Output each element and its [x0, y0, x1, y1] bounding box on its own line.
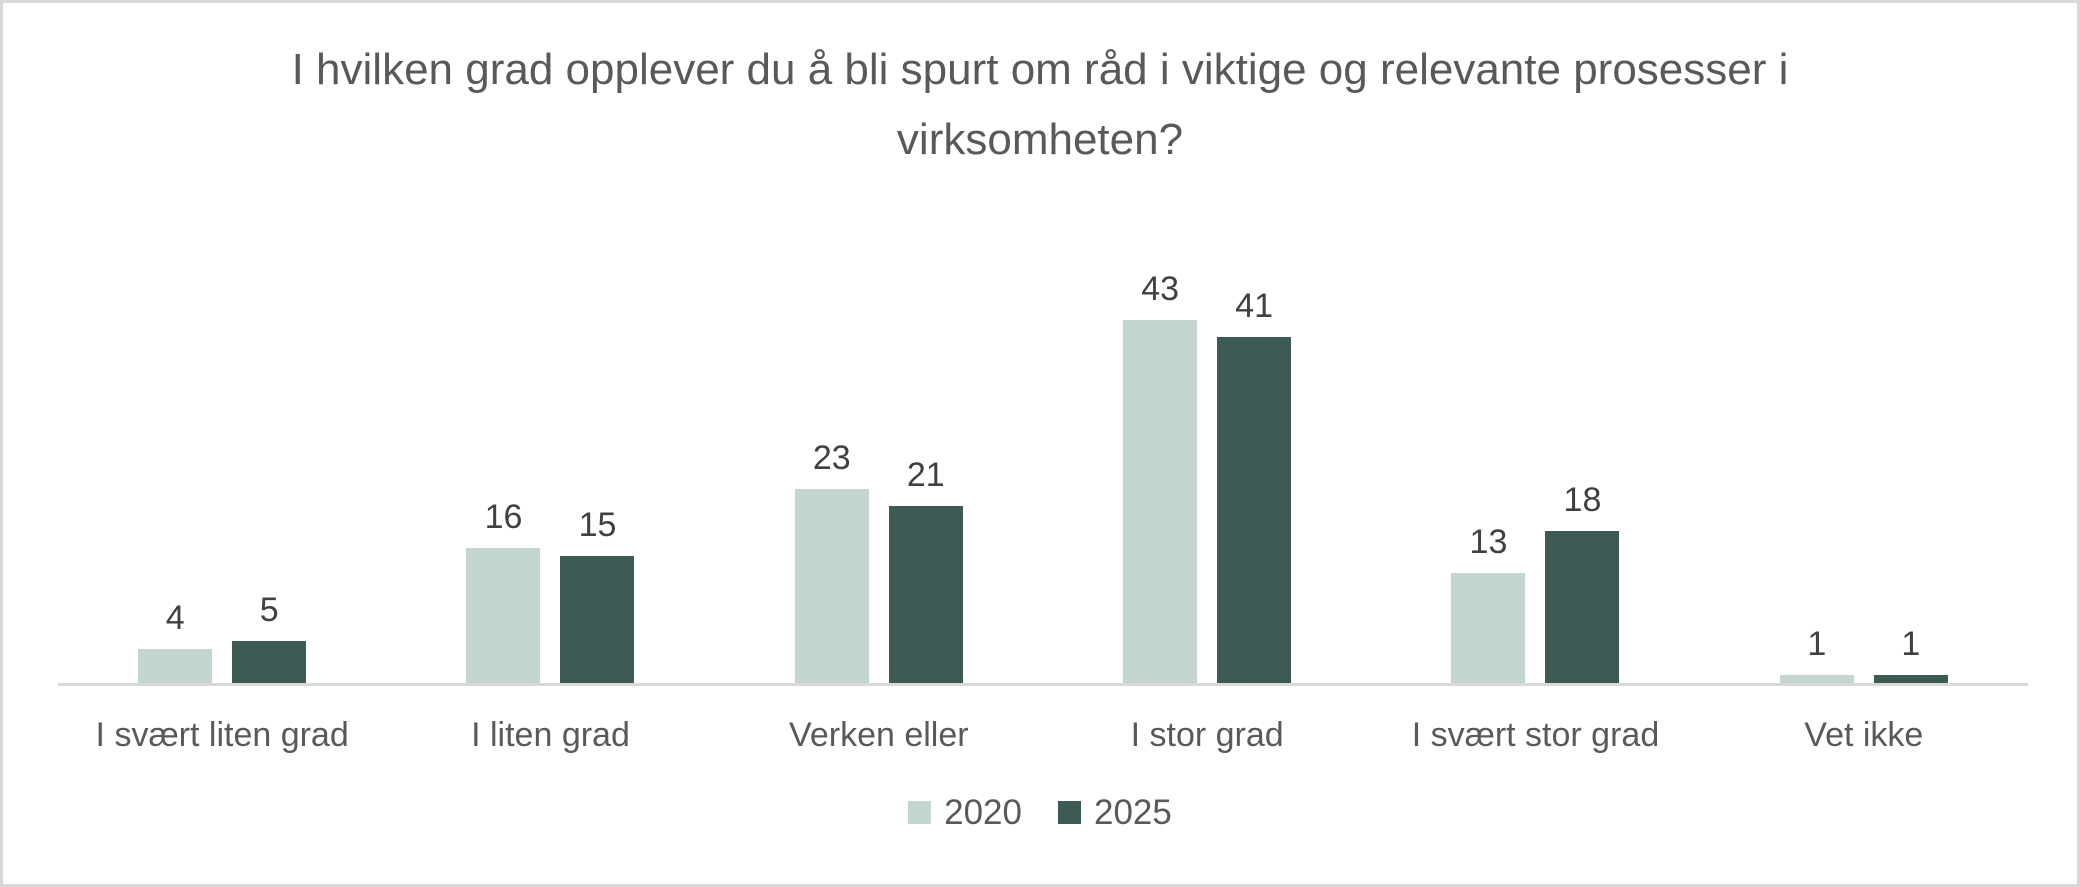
- bar-value-label: 15: [578, 506, 617, 545]
- bar-column: 18: [1545, 480, 1620, 683]
- legend-swatch: [1058, 801, 1081, 824]
- bar-value-label: 41: [1235, 286, 1274, 325]
- bar-column: 15: [560, 506, 635, 683]
- bar-value-label: 4: [165, 599, 185, 638]
- bar: [466, 547, 541, 683]
- bar-column: 41: [1217, 286, 1292, 683]
- bar-column: 16: [466, 497, 541, 683]
- bar-column: 13: [1451, 523, 1526, 683]
- bar: [1545, 530, 1620, 683]
- bar-column: 5: [232, 590, 307, 683]
- bar-value-label: 43: [1141, 269, 1180, 308]
- legend-label: 2020: [944, 793, 1022, 832]
- bar: [1451, 573, 1526, 683]
- bar: [794, 488, 869, 683]
- category-label: Verken eller: [789, 716, 969, 754]
- bar-group: 16 15: [386, 253, 714, 683]
- category-label: I stor grad: [1130, 716, 1284, 754]
- legend-swatch: [908, 801, 932, 824]
- bar: [560, 556, 635, 683]
- category-label: I svært stor grad: [1411, 716, 1660, 754]
- bar-value-label: 1: [1807, 624, 1827, 663]
- bar-value-label: 1: [1901, 624, 1921, 663]
- bar-value-label: 5: [259, 590, 279, 629]
- bar: [1123, 319, 1198, 683]
- bar: [1779, 674, 1854, 683]
- bar-group: 43 41: [1043, 253, 1371, 683]
- legend-label: 2025: [1094, 793, 1172, 832]
- bar-group: 23 21: [715, 253, 1043, 683]
- chart-title: I hvilken grad opplever du å bli spurt o…: [291, 45, 1789, 165]
- category-label: Vet ikke: [1804, 716, 1924, 754]
- category-label: I liten grad: [471, 716, 630, 754]
- bar-value-label: 18: [1563, 480, 1602, 519]
- legend: 2020 2025: [3, 795, 2077, 830]
- bar-value-label: 23: [812, 438, 851, 477]
- bar-column: 1: [1779, 624, 1854, 683]
- legend-item: 2020: [908, 795, 1022, 830]
- bar: [232, 640, 307, 683]
- bar: [888, 505, 963, 683]
- bar: [1217, 336, 1292, 683]
- bar-value-label: 21: [906, 455, 945, 494]
- bar-column: 1: [1873, 624, 1948, 683]
- bar-value-label: 13: [1469, 523, 1508, 562]
- bar: [1873, 674, 1948, 683]
- bar: [138, 649, 213, 683]
- category-label: I svært liten grad: [95, 716, 349, 754]
- legend-item: 2025: [1058, 795, 1172, 830]
- bar-column: 4: [138, 599, 213, 683]
- bar-column: 43: [1123, 269, 1198, 683]
- bar-column: 21: [888, 455, 963, 683]
- bar-value-label: 16: [484, 497, 523, 536]
- bar-group: 13 18: [1371, 253, 1699, 683]
- plot-area: 4 5 16 15 23 21 43 41 13 18 1 1: [58, 253, 2028, 686]
- category-axis: I svært liten grad I liten grad Verken ell…: [58, 715, 2028, 756]
- bar-column: 23: [794, 438, 869, 683]
